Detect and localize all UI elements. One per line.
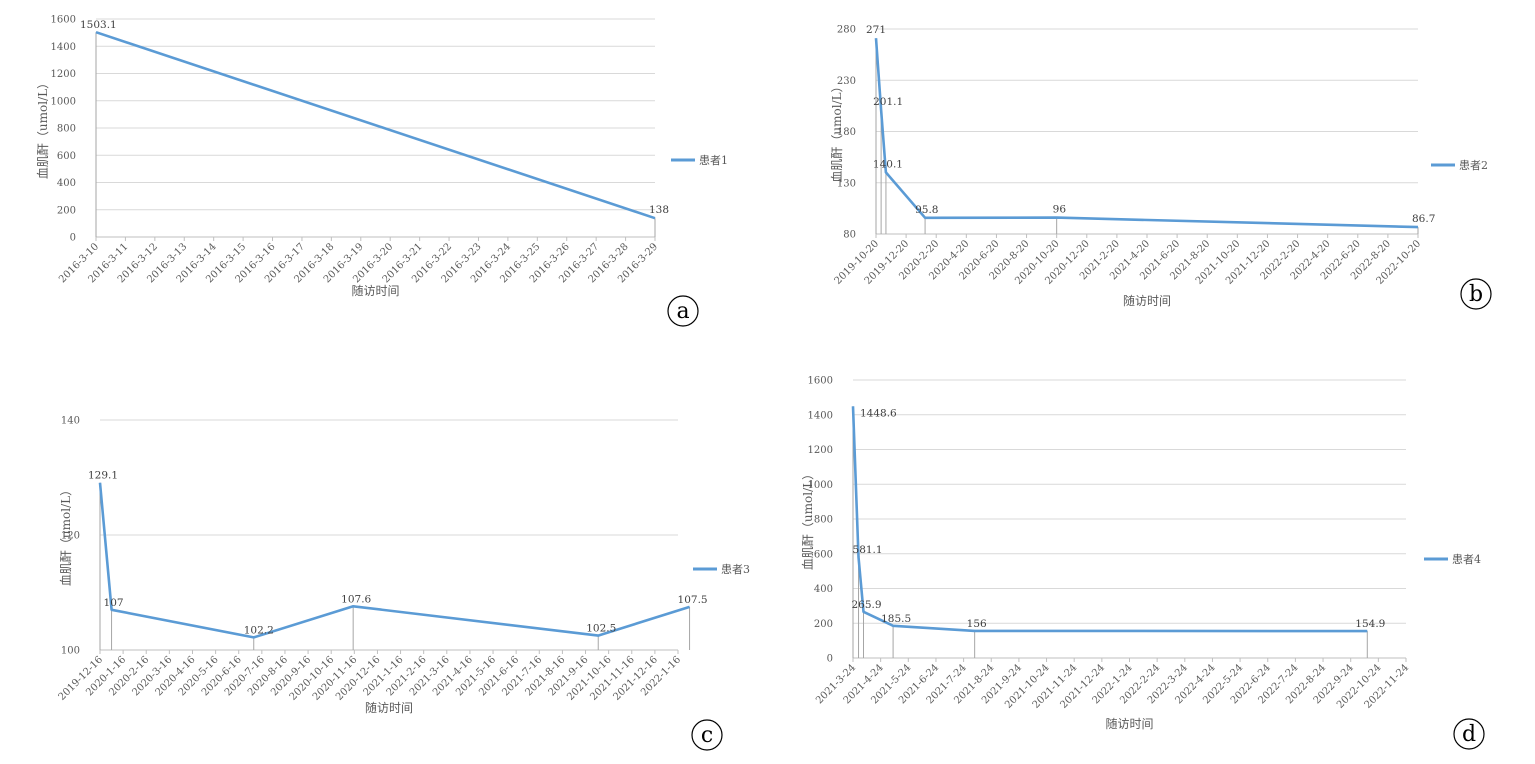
data-label: 185.5	[881, 613, 911, 625]
legend-label: 患者4	[1452, 553, 1481, 566]
y-tick-label: 1200	[808, 445, 833, 456]
data-label: 154.9	[1355, 618, 1385, 630]
chart-panel-d: 020040060080010001200140016002021-3-2420…	[801, 376, 1485, 750]
data-label: 138	[649, 204, 669, 216]
y-tick-label: 800	[57, 124, 76, 135]
data-label: 140.1	[873, 158, 903, 170]
y-tick-label: 1000	[808, 480, 833, 491]
y-tick-label: 230	[837, 76, 856, 87]
y-tick-label: 600	[57, 151, 76, 162]
y-tick-label: 0	[70, 233, 76, 244]
data-label: 102.2	[244, 624, 274, 636]
y-tick-label: 1000	[51, 96, 76, 107]
data-label: 1448.6	[860, 407, 897, 419]
data-label: 86.7	[1412, 213, 1435, 225]
panel-label: a	[676, 299, 689, 324]
panel-label: d	[1462, 722, 1476, 747]
chart-panel-c: 1001201402019-12-162020-1-162020-2-16202…	[57, 416, 750, 751]
panel-label: b	[1469, 282, 1483, 307]
y-tick-label: 280	[837, 25, 856, 36]
legend-label: 患者3	[721, 563, 750, 576]
y-tick-label: 130	[837, 178, 856, 189]
series-line-患者1	[95, 30, 656, 220]
series-line-患者2	[874, 38, 1419, 229]
x-axis-title: 随访时间	[365, 700, 413, 715]
data-label: 271	[866, 24, 886, 36]
y-tick-label: 1400	[51, 42, 76, 53]
data-label: 95.8	[915, 204, 938, 216]
x-axis-title: 随访时间	[351, 283, 399, 298]
legend-label: 患者1	[699, 154, 728, 167]
series-line-患者4	[851, 406, 1368, 633]
x-axis-title: 随访时间	[1123, 293, 1171, 308]
y-axis-title: 血肌酐（umol/L）	[801, 468, 815, 570]
data-label: 156	[967, 618, 987, 630]
y-tick-label: 800	[814, 515, 833, 526]
data-label: 107	[104, 597, 124, 609]
panel-label: c	[701, 723, 713, 748]
y-tick-label: 80	[843, 230, 856, 241]
y-tick-label: 200	[57, 205, 76, 216]
panel-label-circle	[1460, 278, 1492, 310]
data-label: 581.1	[853, 544, 883, 556]
data-label: 201.1	[873, 96, 903, 108]
y-tick-label: 400	[57, 178, 76, 189]
y-tick-label: 1200	[51, 69, 76, 80]
series-line-患者3	[98, 482, 690, 639]
y-tick-label: 200	[814, 619, 833, 630]
chart-panel-a: 020040060080010001200140016002016-3-1020…	[36, 15, 728, 327]
data-label: 1503.1	[80, 19, 117, 31]
data-label: 102.5	[586, 623, 616, 635]
y-tick-label: 140	[61, 416, 80, 427]
y-axis-title: 血肌酐（umol/L）	[830, 80, 844, 182]
x-axis-title: 随访时间	[1105, 716, 1153, 731]
data-label: 265.9	[852, 599, 882, 611]
y-tick-label: 0	[827, 654, 833, 665]
panel-label-circle	[1453, 718, 1485, 750]
data-label: 107.6	[341, 593, 371, 605]
y-tick-label: 1600	[51, 15, 76, 26]
data-label: 96	[1053, 204, 1067, 216]
y-tick-label: 100	[61, 646, 80, 657]
chart-panel-b: 801301802302802019-10-202019-12-202020-2…	[830, 24, 1492, 310]
data-label: 107.5	[678, 594, 708, 606]
y-tick-label: 1400	[808, 410, 833, 421]
y-tick-label: 1600	[808, 376, 833, 387]
y-axis-title: 血肌酐（umol/L）	[36, 77, 50, 179]
data-label: 129.1	[88, 470, 118, 482]
y-tick-label: 120	[61, 531, 80, 542]
panel-label-circle	[691, 719, 723, 751]
y-tick-label: 180	[837, 127, 856, 138]
panel-label-circle	[667, 295, 699, 327]
y-axis-title: 血肌酐（umol/L）	[59, 484, 73, 586]
y-tick-label: 400	[814, 584, 833, 595]
y-tick-label: 600	[814, 549, 833, 560]
legend-label: 患者2	[1459, 159, 1488, 172]
